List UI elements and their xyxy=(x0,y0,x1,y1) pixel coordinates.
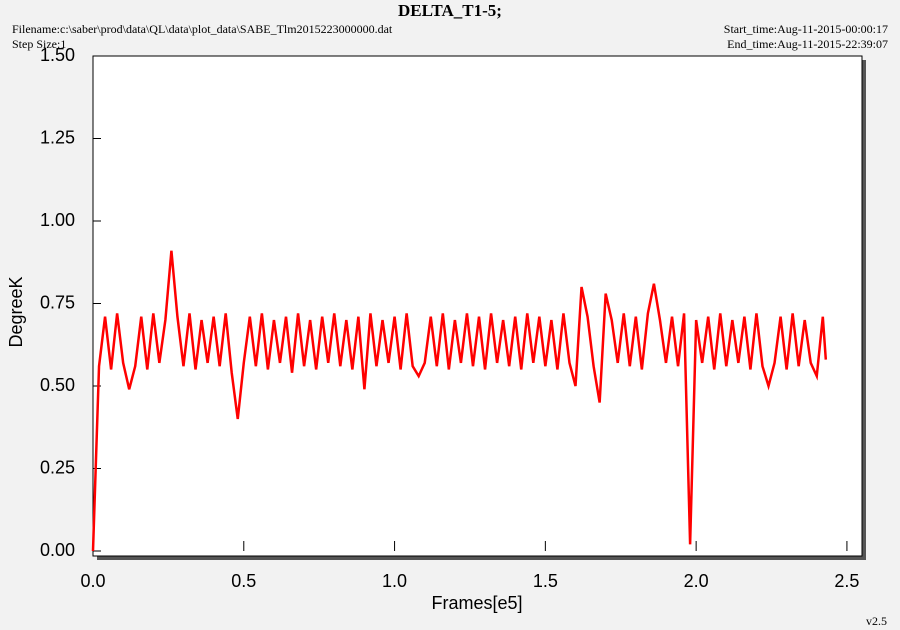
version: v2.5 xyxy=(866,614,887,628)
y-tick-label: 0.75 xyxy=(40,292,75,312)
y-tick-label: 0.00 xyxy=(40,540,75,560)
plot-frame xyxy=(92,55,863,557)
y-tick-label: 1.00 xyxy=(40,210,75,230)
y-tick-label: 0.50 xyxy=(40,375,75,395)
y-tick-label: 1.25 xyxy=(40,127,75,147)
step-size: Step Size:1 xyxy=(12,37,66,51)
x-axis-label: Frames[e5] xyxy=(431,593,522,613)
chart-title: DELTA_T1-5; xyxy=(398,1,502,20)
x-tick-label: 0.5 xyxy=(231,571,256,591)
x-tick-label: 2.0 xyxy=(684,571,709,591)
y-tick-label: 0.25 xyxy=(40,457,75,477)
y-axis-label: DegreeK xyxy=(6,276,26,347)
x-tick-label: 1.5 xyxy=(533,571,558,591)
start-time: Start_time:Aug-11-2015-00:00:17 xyxy=(724,22,888,36)
x-tick-label: 2.5 xyxy=(834,571,859,591)
filename: Filename:c:\saber\prod\data\QL\data\plot… xyxy=(12,22,393,36)
end-time: End_time:Aug-11-2015-22:39:07 xyxy=(727,37,888,51)
x-tick-label: 1.0 xyxy=(382,571,407,591)
y-tick-label: 1.50 xyxy=(40,45,75,65)
data-line xyxy=(91,250,828,552)
x-tick-label: 0.0 xyxy=(80,571,105,591)
